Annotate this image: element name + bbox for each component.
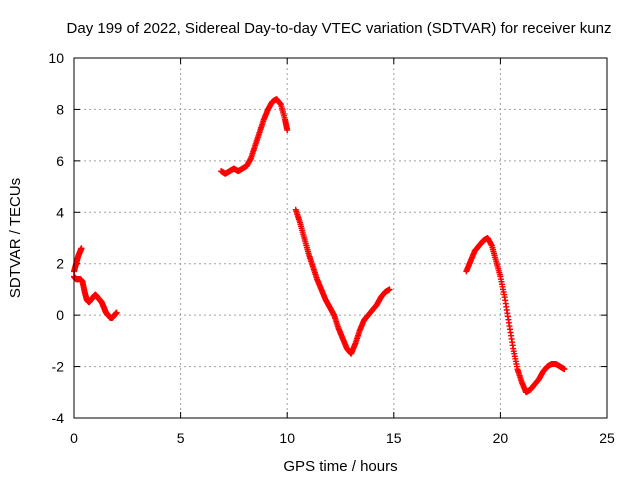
series-arc3 (218, 96, 291, 177)
data-points (71, 96, 568, 396)
y-tick-label: 6 (56, 153, 64, 169)
x-tick-label: 15 (386, 430, 402, 446)
data-point (284, 127, 291, 133)
data-point (78, 245, 85, 252)
y-tick-label: 4 (56, 204, 64, 220)
y-tick-label: -2 (52, 359, 65, 375)
x-tick-label: 0 (70, 430, 78, 446)
x-axis-label: GPS time / hours (283, 458, 397, 475)
series-arc2 (71, 273, 120, 321)
chart-title: Day 199 of 2022, Sidereal Day-to-day VTE… (67, 20, 612, 37)
data-point (386, 286, 393, 293)
series-arc5 (463, 235, 568, 396)
plot-frame (73, 57, 608, 419)
grid-lines (74, 58, 607, 418)
data-point (561, 366, 568, 373)
y-tick-label: -4 (52, 410, 65, 426)
y-tick-label: 2 (56, 256, 64, 272)
x-tick-label: 20 (493, 430, 509, 446)
y-tick-label: 10 (48, 50, 64, 66)
series-arc1 (71, 245, 85, 275)
data-point (113, 309, 120, 316)
y-tick-label: 8 (56, 101, 64, 117)
y-tick-label: 0 (56, 307, 64, 323)
x-tick-label: 10 (279, 430, 295, 446)
series-arc4 (292, 206, 393, 357)
y-axis-label: SDTVAR / TECUs (7, 178, 24, 298)
x-tick-label: 5 (177, 430, 185, 446)
x-tick-label: 25 (599, 430, 615, 446)
